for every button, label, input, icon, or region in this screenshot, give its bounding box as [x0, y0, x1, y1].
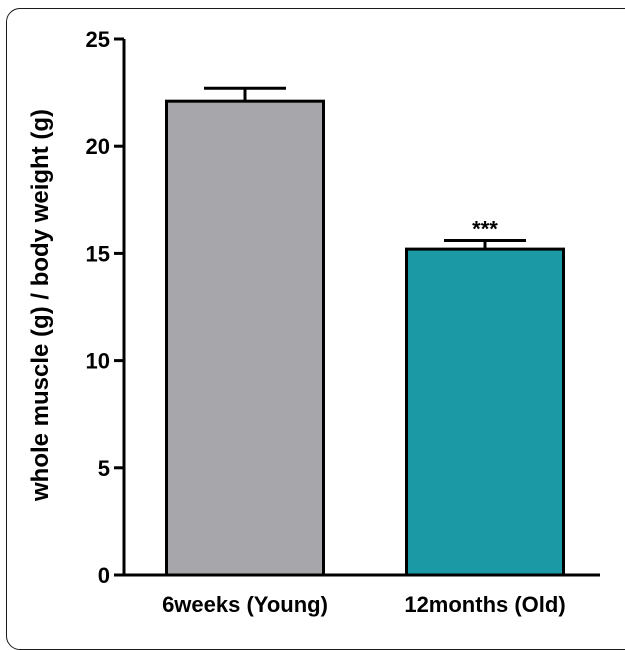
- y-tick-label: 10: [86, 349, 110, 374]
- bars: 6weeks (Young) 12months (Old) ***: [162, 86, 566, 617]
- x-category-label: 12months (Old): [404, 592, 565, 617]
- y-tick-label: 5: [98, 456, 110, 481]
- x-category-label: 6weeks (Young): [162, 592, 328, 617]
- bar: [405, 247, 565, 577]
- y-tick-label: 15: [86, 241, 110, 266]
- bar: [165, 99, 325, 577]
- y-axis-label: whole muscle (g) / body weight (g): [27, 109, 54, 502]
- y-tick-label: 25: [86, 27, 110, 52]
- bar-chart: 0 5 10 15 20 25 6weeks (Young) 12months (Old) *…: [27, 27, 600, 617]
- y-tick-label: 0: [98, 563, 110, 588]
- y-tick-label: 20: [86, 134, 110, 159]
- significance-label: ***: [472, 217, 498, 242]
